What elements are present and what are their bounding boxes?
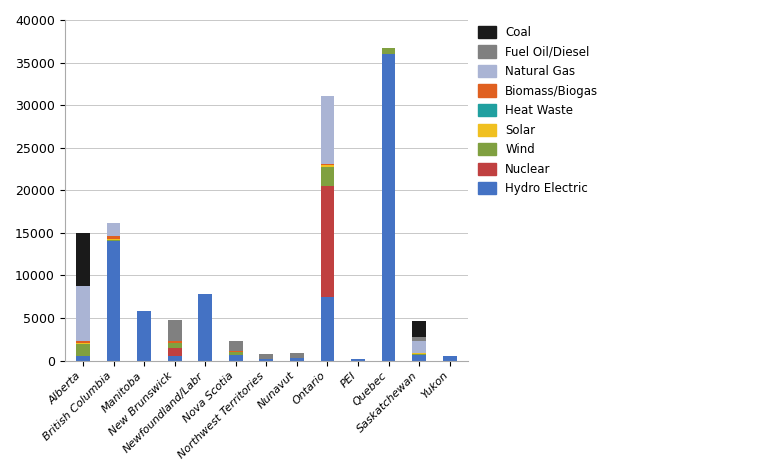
Bar bbox=[259, 354, 273, 359]
Bar bbox=[381, 48, 395, 54]
Bar bbox=[290, 358, 304, 361]
Bar bbox=[229, 352, 243, 355]
Bar bbox=[168, 356, 181, 361]
Bar bbox=[412, 354, 426, 355]
Bar bbox=[107, 236, 121, 239]
Bar bbox=[76, 342, 90, 343]
Bar bbox=[381, 54, 395, 361]
Bar bbox=[76, 233, 90, 285]
Bar bbox=[321, 167, 335, 186]
Bar bbox=[321, 297, 335, 361]
Bar bbox=[290, 353, 304, 358]
Bar bbox=[76, 285, 90, 341]
Bar bbox=[412, 321, 426, 337]
Bar bbox=[198, 294, 212, 361]
Bar bbox=[107, 223, 121, 236]
Bar bbox=[412, 341, 426, 353]
Bar bbox=[321, 96, 335, 164]
Bar bbox=[76, 341, 90, 342]
Bar bbox=[321, 186, 335, 297]
Legend: Coal, Fuel Oil/Diesel, Natural Gas, Biomass/Biogas, Heat Waste, Solar, Wind, Nuc: Coal, Fuel Oil/Diesel, Natural Gas, Biom… bbox=[478, 26, 598, 195]
Bar bbox=[168, 348, 181, 356]
Bar bbox=[412, 355, 426, 361]
Bar bbox=[137, 311, 151, 361]
Bar bbox=[76, 343, 90, 356]
Bar bbox=[229, 351, 243, 352]
Bar bbox=[259, 359, 273, 361]
Bar bbox=[76, 356, 90, 361]
Bar bbox=[168, 320, 181, 341]
Bar bbox=[168, 341, 181, 342]
Bar bbox=[107, 241, 121, 361]
Bar bbox=[168, 342, 181, 348]
Bar bbox=[351, 359, 365, 361]
Bar bbox=[412, 337, 426, 341]
Bar bbox=[107, 240, 121, 241]
Bar bbox=[321, 165, 335, 167]
Bar bbox=[229, 355, 243, 361]
Bar bbox=[321, 164, 335, 165]
Bar bbox=[229, 341, 243, 351]
Bar bbox=[443, 356, 457, 361]
